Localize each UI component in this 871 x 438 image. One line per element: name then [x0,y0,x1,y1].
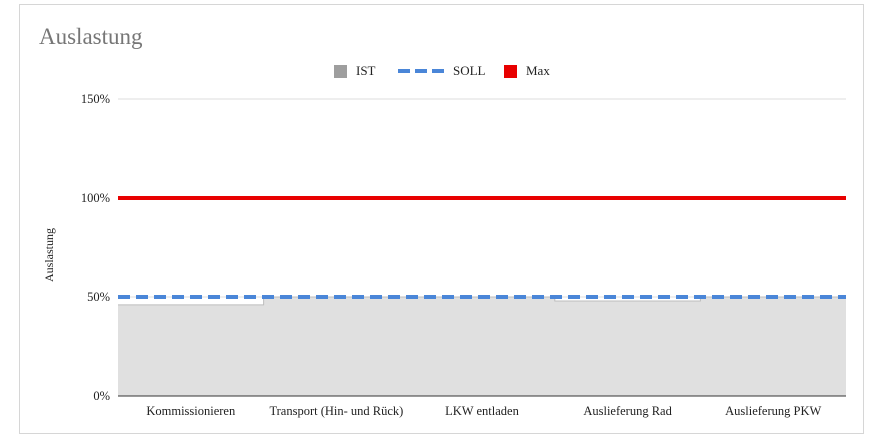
legend-item-max[interactable]: Max [504,60,550,82]
chart-title: Auslastung [39,24,143,49]
legend-item-ist[interactable]: IST [334,60,376,82]
chart-legend: IST SOLL Max [0,60,871,82]
x-tick-label: Auslieferung Rad [583,404,672,418]
y-tick-label: 50% [87,290,110,304]
ist-bar-1 [264,297,410,396]
series-ist-area [118,297,846,396]
ist-bar-0 [118,305,264,396]
y-tick-label: 100% [81,191,110,205]
y-tick-label: 0% [93,389,110,403]
x-tick-label: Auslieferung PKW [725,404,821,418]
y-tick-label: 150% [81,92,110,106]
x-tick-label: Kommissionieren [146,404,236,418]
legend-swatch-soll [398,69,444,73]
ist-bar-2 [409,297,555,396]
legend-label-max: Max [526,63,550,78]
x-tick-label: LKW entladen [445,404,519,418]
legend-label-soll: SOLL [453,63,486,78]
legend-label-ist: IST [356,63,376,78]
legend-item-soll[interactable]: SOLL [398,60,486,82]
y-axis-label: Auslastung [42,228,56,282]
legend-swatch-ist [334,64,347,78]
x-tick-label: Transport (Hin- und Rück) [269,404,403,418]
ist-bar-3 [555,301,701,396]
ist-bar-4 [700,297,846,396]
legend-swatch-max [504,64,517,78]
